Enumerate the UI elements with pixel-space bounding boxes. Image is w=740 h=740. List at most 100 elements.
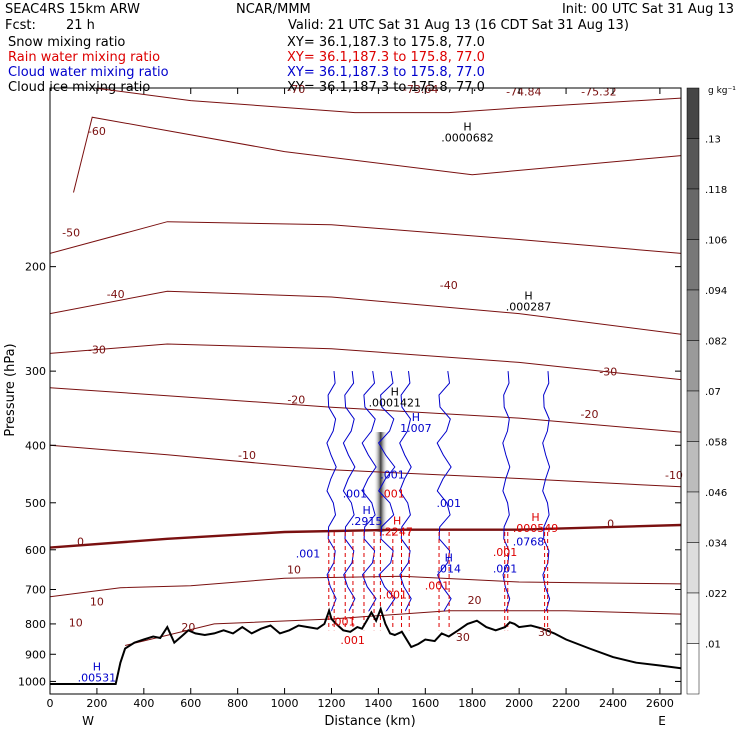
maximum-value: 1.007 bbox=[400, 422, 432, 435]
colorbar-swatch bbox=[686, 340, 700, 392]
fcst-label: Fcst: bbox=[5, 18, 36, 33]
maximum-marker: H bbox=[363, 504, 371, 517]
maximum-marker: H bbox=[412, 411, 420, 424]
colorbar-swatch bbox=[686, 643, 700, 695]
maximum-marker: H bbox=[524, 289, 532, 302]
colorbar-tick-label: .106 bbox=[705, 236, 727, 247]
maximum-marker: H bbox=[531, 511, 539, 524]
colorbar-tick-label: .058 bbox=[705, 438, 727, 449]
contour-label: 10 bbox=[90, 596, 104, 609]
y-tick-label: 500 bbox=[25, 497, 46, 510]
init-time: Init: 00 UTC Sat 31 Aug 13 bbox=[561, 2, 734, 17]
field-name-cloud-water: Cloud water mixing ratio bbox=[8, 65, 169, 80]
maximum-value: .001 bbox=[380, 468, 405, 481]
colorbar-swatch bbox=[686, 289, 700, 341]
colorbar-swatch bbox=[686, 542, 700, 594]
cloud-water-contour bbox=[436, 371, 452, 612]
colorbar-swatch bbox=[686, 239, 700, 291]
x-tick-label: 400 bbox=[133, 697, 154, 710]
x-axis-right-end: E bbox=[658, 714, 666, 728]
maximum-marker: H bbox=[93, 660, 101, 673]
y-tick-label: 700 bbox=[25, 584, 46, 597]
colorbar-swatch bbox=[686, 188, 700, 240]
contour-label: 10 bbox=[69, 616, 83, 629]
contour-label: -73.64 bbox=[403, 83, 438, 96]
maximum-value: .001 bbox=[296, 547, 321, 560]
y-tick-label: 800 bbox=[25, 618, 46, 631]
x-axis-label: Distance (km) bbox=[324, 714, 415, 729]
colorbar-swatch bbox=[686, 441, 700, 493]
colorbar-tick-label: .034 bbox=[705, 539, 727, 550]
y-tick-label: 600 bbox=[25, 544, 46, 557]
maximum-value: .2915 bbox=[351, 515, 383, 528]
maximum-value: .014 bbox=[437, 562, 462, 575]
maximum-value: .0000682 bbox=[441, 131, 494, 144]
maximum-marker: H bbox=[445, 551, 453, 564]
x-tick-label: 1600 bbox=[411, 697, 439, 710]
colorbar-tick-label: .094 bbox=[705, 286, 727, 297]
cloud-water-contour bbox=[502, 371, 511, 612]
contour-label: -40 bbox=[440, 279, 458, 292]
org-title: NCAR/MMM bbox=[236, 2, 311, 17]
colorbar-swatch bbox=[686, 390, 700, 442]
y-tick-label: 300 bbox=[25, 365, 46, 378]
y-tick-label: 900 bbox=[25, 648, 46, 661]
colorbar-swatch bbox=[686, 87, 700, 139]
maximum-value: .001 bbox=[380, 488, 405, 501]
contour-label: 20 bbox=[468, 594, 482, 607]
terrain-line bbox=[50, 606, 681, 685]
contour-label: -20 bbox=[581, 408, 599, 421]
valid-time: Valid: 21 UTC Sat 31 Aug 13 (16 CDT Sat … bbox=[288, 18, 629, 33]
contour-label: -20 bbox=[287, 393, 305, 406]
maximum-value: .001 bbox=[493, 562, 518, 575]
contour-label: -30 bbox=[599, 365, 617, 378]
maximum-value: .001 bbox=[425, 580, 450, 593]
maximum-value: .001 bbox=[343, 488, 368, 501]
maximum-value: .001 bbox=[340, 634, 365, 647]
contour-label: -70 bbox=[287, 83, 305, 96]
contour-label: 30 bbox=[538, 626, 552, 639]
field-xy-rain: XY= 36.1,187.3 to 175.8, 77.0 bbox=[287, 50, 485, 65]
cloud-water-contour bbox=[542, 371, 551, 612]
maximum-value: .0001421 bbox=[369, 396, 422, 409]
snow-shading bbox=[373, 432, 388, 532]
colorbar-tick-label: .07 bbox=[705, 387, 721, 398]
temperature-contour bbox=[50, 221, 681, 254]
temperature-contour bbox=[124, 610, 681, 646]
maximum-value: .000287 bbox=[506, 300, 552, 313]
x-tick-label: 0 bbox=[47, 697, 54, 710]
temperature-contour bbox=[50, 523, 681, 549]
x-tick-label: 2600 bbox=[646, 697, 674, 710]
maximum-value: .001 bbox=[331, 616, 356, 629]
field-xy-snow: XY= 36.1,187.3 to 175.8, 77.0 bbox=[287, 35, 485, 50]
contour-label: 30 bbox=[456, 631, 470, 644]
field-name-rain: Rain water mixing ratio bbox=[8, 50, 161, 65]
colorbar-unit: g kg⁻¹ bbox=[708, 86, 736, 96]
colorbar-swatch bbox=[686, 592, 700, 644]
x-axis-left-end: W bbox=[82, 714, 94, 728]
contour-label: 20 bbox=[181, 621, 195, 634]
contour-label: -10 bbox=[238, 449, 256, 462]
temperature-contour bbox=[50, 387, 681, 433]
maximum-value: .001 bbox=[493, 546, 518, 559]
temperature-contour bbox=[50, 290, 681, 335]
fcst-value: 21 h bbox=[66, 18, 95, 33]
x-tick-label: 1200 bbox=[317, 697, 345, 710]
x-tick-label: 2400 bbox=[599, 697, 627, 710]
contour-label: -74.84 bbox=[506, 86, 541, 99]
field-xy-cloud-water: XY= 36.1,187.3 to 175.8, 77.0 bbox=[287, 65, 485, 80]
colorbar-tick-label: .118 bbox=[705, 185, 727, 196]
x-tick-label: 1000 bbox=[271, 697, 299, 710]
x-tick-label: 600 bbox=[180, 697, 201, 710]
contour-label: -75.32 bbox=[581, 86, 616, 99]
x-tick-label: 1800 bbox=[458, 697, 486, 710]
contour-label: -10 bbox=[665, 469, 683, 482]
colorbar-tick-label: .082 bbox=[705, 337, 727, 348]
contour-label: -50 bbox=[62, 227, 80, 240]
maximum-value: .000549 bbox=[513, 522, 559, 535]
contour-label: 0 bbox=[77, 535, 84, 548]
contour-label: -30 bbox=[88, 343, 106, 356]
plot-frame bbox=[49, 87, 682, 695]
cloud-water-contour bbox=[361, 371, 377, 612]
contour-label: -40 bbox=[107, 288, 125, 301]
